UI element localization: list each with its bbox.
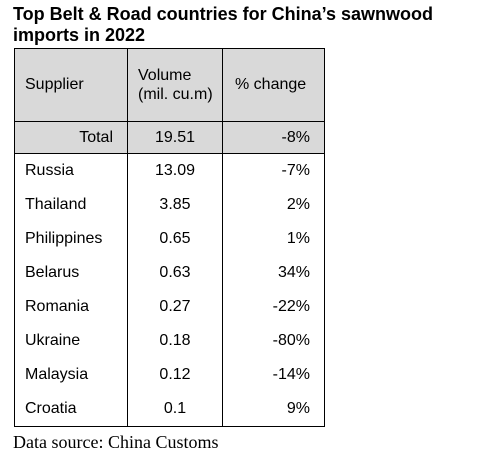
change-cell: -14% — [222, 358, 325, 392]
volume-cell: 3.85 — [127, 188, 223, 222]
supplier-cell: Malaysia — [14, 358, 128, 392]
imports-table: Supplier Volume (mil. cu.m) % change Tot… — [14, 48, 325, 427]
table-row: Romania 0.27 -22% — [14, 290, 325, 324]
total-volume: 19.51 — [127, 121, 223, 154]
table-row: Russia 13.09 -7% — [14, 153, 325, 188]
supplier-cell: Belarus — [14, 256, 128, 290]
change-cell: -22% — [222, 290, 325, 324]
table-header-row: Supplier Volume (mil. cu.m) % change — [14, 48, 325, 122]
total-label: Total — [14, 121, 128, 154]
volume-cell: 0.27 — [127, 290, 223, 324]
table-row: Thailand 3.85 2% — [14, 188, 325, 222]
volume-cell: 0.63 — [127, 256, 223, 290]
imports-table-container: Supplier Volume (mil. cu.m) % change Tot… — [14, 48, 325, 427]
supplier-cell: Ukraine — [14, 324, 128, 358]
volume-cell: 13.09 — [127, 153, 223, 188]
supplier-cell: Philippines — [14, 222, 128, 256]
supplier-cell: Croatia — [14, 392, 128, 427]
change-cell: 1% — [222, 222, 325, 256]
volume-cell: 0.65 — [127, 222, 223, 256]
header-change: % change — [222, 48, 325, 122]
supplier-cell: Thailand — [14, 188, 128, 222]
supplier-cell: Romania — [14, 290, 128, 324]
header-supplier: Supplier — [14, 48, 128, 122]
table-row: Belarus 0.63 34% — [14, 256, 325, 290]
total-row: Total 19.51 -8% — [14, 121, 325, 154]
table-row: Philippines 0.65 1% — [14, 222, 325, 256]
total-change: -8% — [222, 121, 325, 154]
table-row: Malaysia 0.12 -14% — [14, 358, 325, 392]
table-row: Ukraine 0.18 -80% — [14, 324, 325, 358]
volume-cell: 0.12 — [127, 358, 223, 392]
table-row: Croatia 0.1 9% — [14, 392, 325, 427]
change-cell: 2% — [222, 188, 325, 222]
data-source-note: Data source: China Customs — [13, 432, 219, 452]
change-cell: -7% — [222, 153, 325, 188]
header-volume: Volume (mil. cu.m) — [127, 48, 223, 122]
volume-cell: 0.1 — [127, 392, 223, 427]
table-title: Top Belt & Road countries for China’s sa… — [13, 4, 434, 45]
change-cell: 34% — [222, 256, 325, 290]
supplier-cell: Russia — [14, 153, 128, 188]
volume-cell: 0.18 — [127, 324, 223, 358]
change-cell: -80% — [222, 324, 325, 358]
change-cell: 9% — [222, 392, 325, 427]
